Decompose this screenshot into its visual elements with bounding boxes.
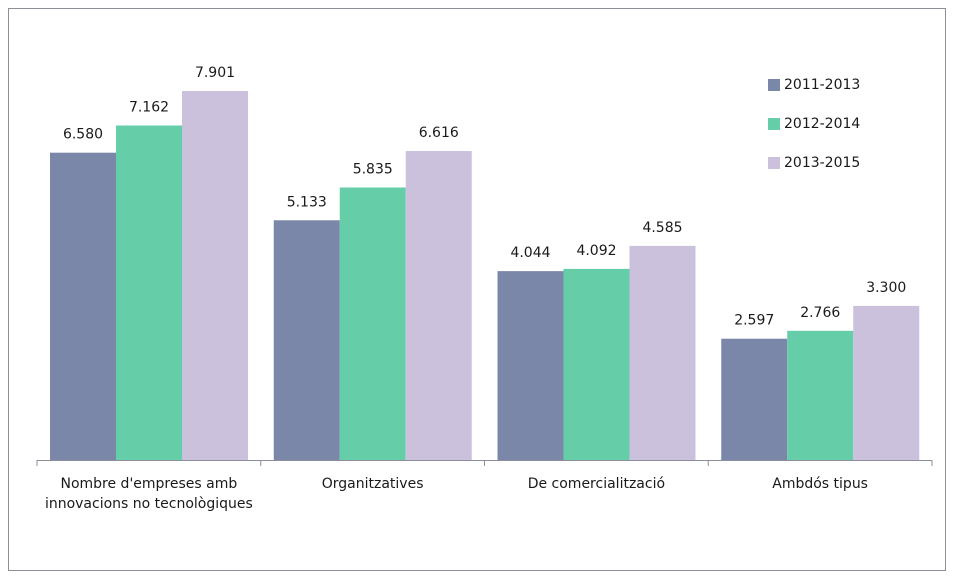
bar: [182, 91, 248, 460]
legend-swatch: [768, 157, 780, 169]
legend-swatch: [768, 79, 780, 91]
data-label: 3.300: [866, 280, 906, 296]
legend-swatch: [768, 118, 780, 130]
x-tick-label: Ambdós tipus: [772, 476, 868, 492]
legend-label: 2011-2013: [784, 77, 860, 93]
bar: [563, 268, 630, 460]
legend-label: 2012-2014: [784, 116, 860, 132]
x-tick-label: De comercialització: [527, 476, 666, 492]
data-label: 7.901: [195, 65, 235, 81]
data-label: 4.092: [576, 243, 616, 259]
data-label: 7.162: [129, 100, 169, 116]
x-tick-label: Organitzatives: [321, 476, 424, 492]
bar: [50, 152, 116, 461]
data-label: 6.616: [419, 125, 459, 141]
bar: [273, 220, 340, 460]
legend-label: 2013-2015: [784, 155, 860, 171]
data-label: 5.835: [353, 161, 393, 177]
data-label: 2.766: [800, 305, 840, 321]
bar: [853, 305, 920, 460]
bar: [405, 151, 472, 460]
bar: [721, 338, 788, 460]
bar: [629, 245, 696, 460]
data-label: 4.585: [642, 220, 682, 236]
bar: [339, 187, 406, 461]
bar: [787, 330, 854, 460]
data-label: 6.580: [63, 127, 103, 143]
data-label: 4.044: [510, 245, 550, 261]
data-label: 5.133: [287, 194, 327, 210]
x-tick-label: Nombre d'empreses amb innovacions no tec…: [44, 476, 253, 512]
data-label: 2.597: [734, 313, 774, 329]
bar: [116, 125, 182, 460]
bar: [497, 271, 564, 460]
